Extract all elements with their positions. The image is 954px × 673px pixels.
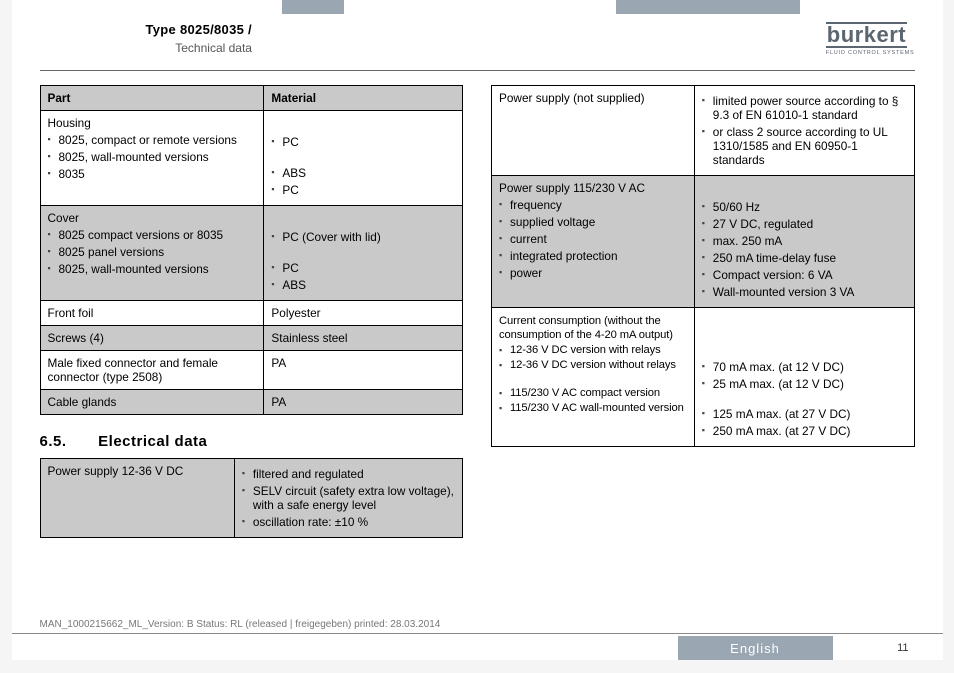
list-item: filtered and regulated bbox=[242, 467, 455, 481]
section-heading: 6.5. Electrical data bbox=[40, 433, 464, 450]
top-tab-right bbox=[616, 0, 800, 14]
list-item: 8025, compact or remote versions bbox=[48, 133, 257, 147]
electrical-right-table: Power supply (not supplied) limited powe… bbox=[491, 85, 915, 447]
list-item: 8025, wall-mounted versions bbox=[48, 150, 257, 164]
list-item: ABS bbox=[271, 166, 455, 180]
list-item: SELV circuit (safety extra low voltage),… bbox=[242, 484, 455, 512]
list-item: 115/230 V AC compact version bbox=[499, 387, 687, 399]
list-item: 8025, wall-mounted versions bbox=[48, 262, 257, 276]
electrical-left-table: Power supply 12-36 V DC filtered and reg… bbox=[40, 458, 464, 538]
list-item: 12-36 V DC version without relays bbox=[499, 359, 687, 371]
th-part: Part bbox=[40, 86, 264, 111]
housing-parts: 8025, compact or remote versions 8025, w… bbox=[48, 133, 257, 181]
top-tabs bbox=[12, 0, 943, 14]
ps-dc-label: Power supply 12-36 V DC bbox=[40, 459, 234, 538]
row-front-foil: Front foil Polyester bbox=[40, 301, 463, 326]
type-line: Type 8025/8035 / bbox=[146, 22, 252, 37]
ac-values: 50/60 Hz 27 V DC, regulated max. 250 mA … bbox=[702, 200, 907, 299]
page: Type 8025/8035 / Technical data burkert … bbox=[12, 0, 943, 660]
row-ps-not-supplied: Power supply (not supplied) limited powe… bbox=[492, 86, 915, 176]
content-columns: Part Material Housing 8025, compact or r… bbox=[40, 85, 915, 538]
connector-label: Male fixed connector and female connecto… bbox=[40, 351, 264, 390]
list-item: PC bbox=[271, 261, 455, 275]
list-item: 250 mA time-delay fuse bbox=[702, 251, 907, 265]
list-item: ABS bbox=[271, 278, 455, 292]
list-item: limited power source according to § 9.3 … bbox=[702, 94, 907, 122]
th-material: Material bbox=[264, 86, 463, 111]
footer-docline: MAN_1000215662_ML_Version: B Status: RL … bbox=[40, 619, 441, 630]
ac-label: Power supply 115/230 V AC bbox=[499, 181, 645, 195]
glands-label: Cable glands bbox=[40, 390, 264, 415]
burkert-logo: burkert FLUID CONTROL SYSTEMS bbox=[826, 22, 915, 56]
screws-label: Screws (4) bbox=[40, 326, 264, 351]
list-item: frequency bbox=[499, 198, 687, 212]
section-number: 6.5. bbox=[40, 433, 94, 450]
screws-material: Stainless steel bbox=[264, 326, 463, 351]
front-foil-label: Front foil bbox=[40, 301, 264, 326]
header-left: Type 8025/8035 / Technical data bbox=[40, 22, 252, 55]
list-item: current bbox=[499, 232, 687, 246]
list-item: PC bbox=[271, 183, 455, 197]
list-item: 50/60 Hz bbox=[702, 200, 907, 214]
footer-rule bbox=[12, 633, 943, 634]
cc-params: 12-36 V DC version with relays 12-36 V D… bbox=[499, 344, 687, 414]
list-item: 8025 compact versions or 8035 bbox=[48, 228, 257, 242]
row-glands: Cable glands PA bbox=[40, 390, 463, 415]
row-connector: Male fixed connector and female connecto… bbox=[40, 351, 463, 390]
header-rule bbox=[40, 70, 915, 71]
materials-table: Part Material Housing 8025, compact or r… bbox=[40, 85, 464, 415]
cover-label: Cover bbox=[48, 211, 79, 225]
row-screws: Screws (4) Stainless steel bbox=[40, 326, 463, 351]
list-item: Compact version: 6 VA bbox=[702, 268, 907, 282]
cc-label: Current consumption (without the consump… bbox=[499, 315, 673, 341]
page-number: 11 bbox=[897, 642, 908, 654]
list-item: power bbox=[499, 266, 687, 280]
right-column: Power supply (not supplied) limited powe… bbox=[491, 85, 915, 538]
housing-label: Housing bbox=[48, 116, 91, 130]
row-ps-dc: Power supply 12-36 V DC filtered and reg… bbox=[40, 459, 463, 538]
left-column: Part Material Housing 8025, compact or r… bbox=[40, 85, 464, 538]
cover-parts: 8025 compact versions or 8035 8025 panel… bbox=[48, 228, 257, 276]
front-foil-material: Polyester bbox=[264, 301, 463, 326]
list-item: max. 250 mA bbox=[702, 234, 907, 248]
list-item: 12-36 V DC version with relays bbox=[499, 344, 687, 356]
section-title: Electrical data bbox=[98, 433, 207, 450]
list-item: 25 mA max. (at 12 V DC) bbox=[702, 377, 907, 391]
subtitle: Technical data bbox=[146, 41, 252, 55]
logo-word: burkert bbox=[826, 22, 907, 48]
ps-dc-items: filtered and regulated SELV circuit (saf… bbox=[242, 467, 455, 529]
logo-tagline: FLUID CONTROL SYSTEMS bbox=[826, 50, 915, 56]
list-item: 8025 panel versions bbox=[48, 245, 257, 259]
row-ps-ac: Power supply 115/230 V AC frequency supp… bbox=[492, 176, 915, 308]
list-item: PC (Cover with lid) bbox=[271, 230, 455, 244]
list-item: 8035 bbox=[48, 167, 257, 181]
list-item: integrated protection bbox=[499, 249, 687, 263]
list-item: 125 mA max. (at 27 V DC) bbox=[702, 407, 907, 421]
list-item: 250 mA max. (at 27 V DC) bbox=[702, 424, 907, 438]
row-housing: Housing 8025, compact or remote versions… bbox=[40, 111, 463, 206]
list-item: 70 mA max. (at 12 V DC) bbox=[702, 360, 907, 374]
row-cover: Cover 8025 compact versions or 8035 8025… bbox=[40, 206, 463, 301]
list-item: Wall-mounted version 3 VA bbox=[702, 285, 907, 299]
list-item: PC bbox=[271, 135, 455, 149]
connector-material: PA bbox=[264, 351, 463, 390]
language-tab: English bbox=[678, 636, 833, 660]
ac-params: frequency supplied voltage current integ… bbox=[499, 198, 687, 280]
ps-ns-items: limited power source according to § 9.3 … bbox=[702, 94, 907, 167]
list-item: or class 2 source according to UL 1310/1… bbox=[702, 125, 907, 167]
cover-materials: PC (Cover with lid) PC ABS bbox=[271, 230, 455, 292]
housing-materials: PC ABS PC bbox=[271, 135, 455, 197]
top-tab-left bbox=[282, 0, 344, 14]
cc-values: 70 mA max. (at 12 V DC) 25 mA max. (at 1… bbox=[702, 360, 907, 438]
glands-material: PA bbox=[264, 390, 463, 415]
list-item: oscillation rate: ±10 % bbox=[242, 515, 455, 529]
row-current-consumption: Current consumption (without the consump… bbox=[492, 308, 915, 447]
list-item: 115/230 V AC wall-mounted version bbox=[499, 402, 687, 414]
ps-ns-label: Power supply (not supplied) bbox=[492, 86, 695, 176]
list-item: 27 V DC, regulated bbox=[702, 217, 907, 231]
list-item: supplied voltage bbox=[499, 215, 687, 229]
